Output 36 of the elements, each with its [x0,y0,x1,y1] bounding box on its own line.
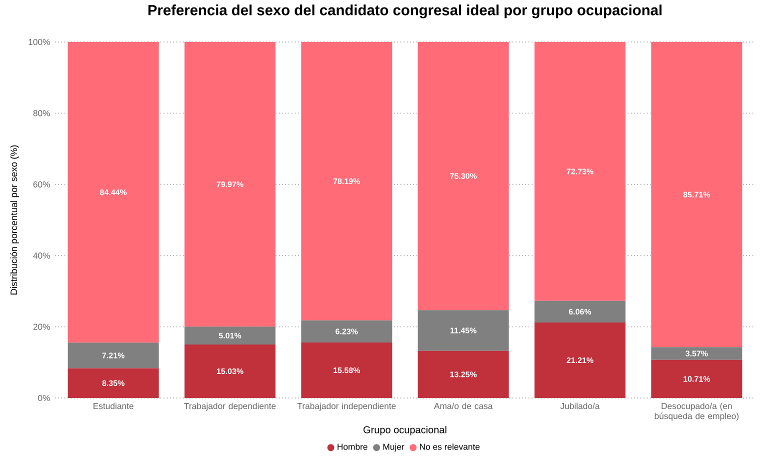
data-label: 7.21% [102,352,124,358]
data-label: 72.73% [566,168,594,174]
data-label: 8.35% [102,380,124,386]
data-label: 78.19% [333,178,360,184]
x-tick-label: Trabajador independiente [297,402,396,411]
y-tick-label: 80% [33,110,50,116]
legend-label: Mujer [383,443,404,452]
y-tick-label: 20% [33,324,50,330]
x-tick-label: Estudiante [94,402,134,410]
data-label: 11.45% [450,328,476,334]
chart-title: Preferencia del sexo del candidato congresal ideal por grupo ocupacional [148,4,662,18]
x-tick-label: Trabajador dependiente [184,402,276,411]
legend-label: No es relevante [420,443,480,450]
x-tick-label: Ama/o de casa [434,402,493,410]
x-axis-title: Grupo ocupacional [364,426,446,436]
legend-label: Hombre [338,443,368,450]
data-label: 21.21% [566,357,594,364]
y-tick-label: 0% [38,394,50,402]
data-label: 15.03% [216,368,244,374]
data-label: 6.23% [336,328,358,334]
x-tick-label: Desocupado/a (en búsqueda de empleo) [654,402,738,421]
y-axis-title: Distribución porcentual por sexo (%) [10,145,19,294]
y-tick-label: 40% [33,252,50,259]
y-tick-label: 60% [33,181,50,188]
data-label: 85.71% [683,192,710,198]
data-label: 79.97% [216,181,244,188]
y-tick-label: 100% [28,38,50,46]
data-label: 6.06% [568,308,592,315]
data-label: 3.57% [686,350,708,356]
data-label: 5.01% [218,332,242,338]
data-label: 10.71% [684,376,710,382]
data-label: 15.58% [334,367,360,374]
x-tick-label: Jubilado/a [560,402,600,410]
data-label: 13.25% [450,372,477,378]
data-label: 75.30% [450,173,477,179]
data-label: 84.44% [100,189,127,196]
